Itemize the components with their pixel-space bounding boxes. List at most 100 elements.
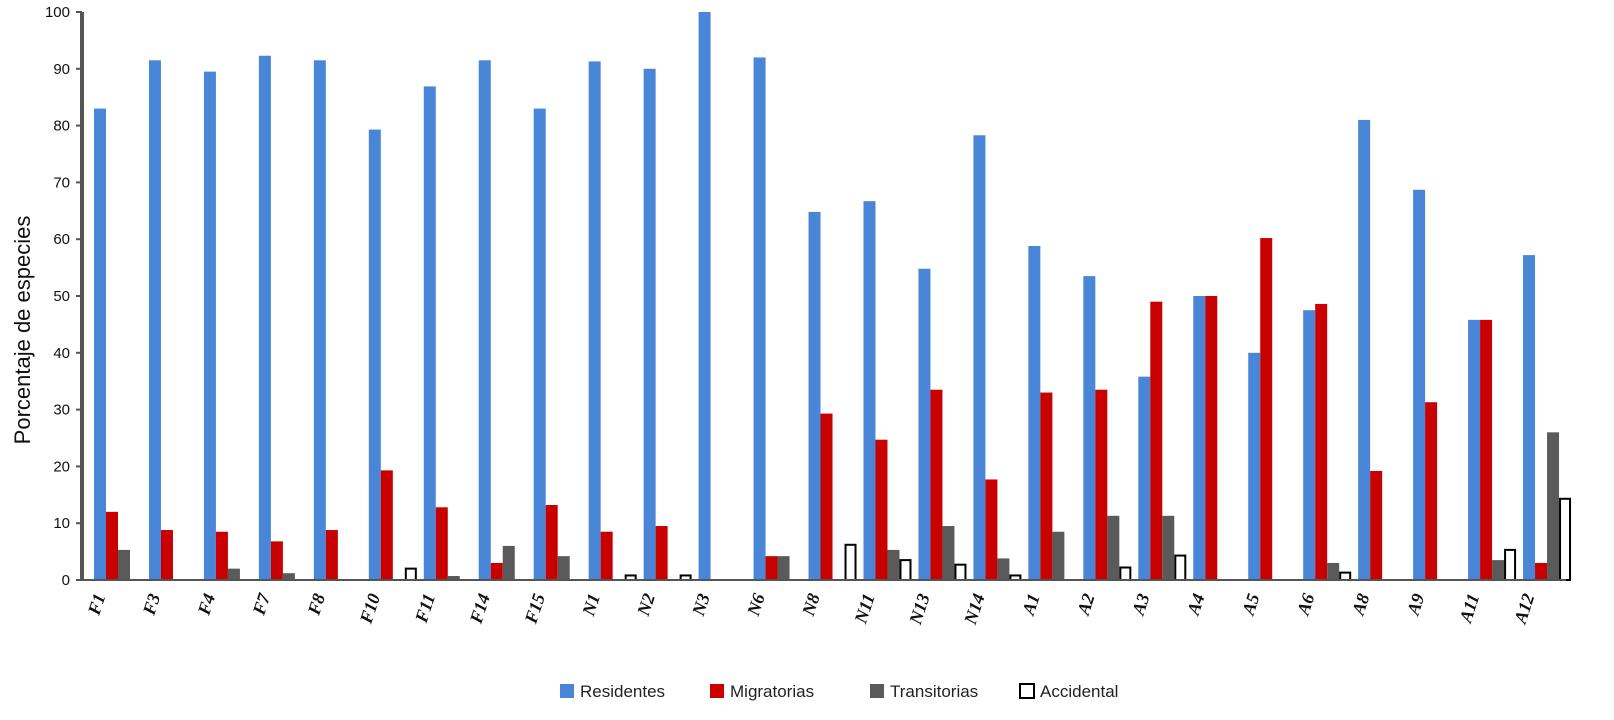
x-category-label: A8 <box>1348 591 1374 618</box>
x-category-label: F11 <box>411 591 439 626</box>
bar-residentes-a5 <box>1248 352 1261 580</box>
bar-transitorias-f1 <box>118 549 130 580</box>
bar-residentes-n8 <box>808 211 821 580</box>
bar-migratorias-f3 <box>160 530 173 580</box>
bar-residentes-a4 <box>1193 296 1206 580</box>
bar-residentes-n14 <box>973 135 986 581</box>
bar-transitorias-a2 <box>1107 515 1120 580</box>
legend-label-residentes: Residentes <box>580 682 665 701</box>
bar-residentes-n6 <box>753 57 766 580</box>
x-category-labels: F1 F3 F4 F7 F8 F10 F11 F14 F15 N1 N2 N3 N6 N8 N11 N13 N1… <box>83 590 1538 628</box>
y-tick-label: 20 <box>53 458 70 475</box>
x-category-label: F10 <box>355 591 384 627</box>
y-tick-label: 50 <box>53 288 70 305</box>
bar-migratorias-n14 <box>985 479 998 580</box>
x-category-label: A1 <box>1018 591 1044 618</box>
bar-migratorias-f8 <box>325 530 338 580</box>
bar-residentes-a6 <box>1303 310 1316 580</box>
bar-residentes-n3 <box>698 12 711 580</box>
legend-swatch-accidental <box>1019 683 1035 699</box>
x-category-label: A11 <box>1455 591 1483 626</box>
bar-transitorias-a12 <box>1547 432 1560 580</box>
legend-label-accidental: Accidental <box>1040 682 1118 701</box>
bar-accidental-a11 <box>1504 548 1517 581</box>
x-category-label: A4 <box>1183 591 1209 618</box>
bar-residentes-n13 <box>918 268 931 580</box>
bar-transitorias-n11 <box>887 549 900 580</box>
bar-accidental-n13 <box>954 563 967 582</box>
bar-residentes-n1 <box>588 61 601 580</box>
legend-swatch-migratorias <box>710 684 724 698</box>
bar-migratorias-f11 <box>435 507 448 580</box>
x-category-label: F1 <box>83 591 109 618</box>
y-tick-label: 0 <box>62 572 70 589</box>
bar-transitorias-a3 <box>1162 515 1175 580</box>
bar-accidental-a2 <box>1119 566 1132 582</box>
bar-residentes-f14 <box>478 60 491 580</box>
bar-residentes-f4 <box>203 71 216 580</box>
bar-migratorias-a12 <box>1535 562 1548 580</box>
bar-migratorias-n11 <box>875 439 888 580</box>
bar-migratorias-a2 <box>1095 389 1108 580</box>
bar-residentes-a1 <box>1028 246 1041 581</box>
x-category-label: F4 <box>193 591 219 618</box>
bar-migratorias-f4 <box>215 531 228 580</box>
bar-transitorias-f15 <box>557 556 570 580</box>
bar-transitorias-a1 <box>1052 531 1065 580</box>
bar-migratorias-f10 <box>380 470 393 580</box>
bar-residentes-a11 <box>1468 319 1481 580</box>
bar-transitorias-a11 <box>1492 560 1505 580</box>
bar-transitorias-n14 <box>997 558 1010 580</box>
x-category-label: N14 <box>960 591 989 628</box>
y-tick-labels: 0 10 20 30 40 50 60 70 80 90 100 <box>45 4 70 589</box>
x-category-label: F8 <box>303 591 329 618</box>
bar-transitorias-n6 <box>777 556 790 580</box>
bar-migratorias-a8 <box>1370 470 1383 580</box>
y-axis-label: Porcentaje de especies <box>10 216 35 445</box>
bar-accidental-n11 <box>899 559 912 581</box>
x-category-label: N11 <box>850 591 879 627</box>
bar-residentes-f1 <box>94 108 106 580</box>
y-tick-label: 60 <box>53 231 70 248</box>
x-category-label: A9 <box>1403 591 1429 618</box>
bar-migratorias-f7 <box>270 541 283 580</box>
bar-residentes-f15 <box>533 108 546 580</box>
bar-residentes-a8 <box>1358 119 1371 581</box>
bars-layer <box>94 12 1572 582</box>
bar-residentes-f3 <box>148 60 161 580</box>
x-category-label: F3 <box>138 591 164 618</box>
bar-accidental-a12 <box>1559 497 1572 581</box>
bar-residentes-f10 <box>368 129 381 581</box>
bar-migratorias-a1 <box>1040 392 1053 580</box>
bar-residentes-f11 <box>423 86 436 581</box>
y-tick-label: 30 <box>53 402 70 419</box>
x-category-label: N8 <box>798 591 824 619</box>
bar-accidental-a6 <box>1339 571 1352 582</box>
bar-migratorias-f14 <box>490 562 503 580</box>
bar-migratorias-f15 <box>545 505 558 580</box>
x-category-label: A5 <box>1238 591 1264 618</box>
legend: Residentes Migratorias Transitorias Acciden… <box>560 682 1118 701</box>
bar-migratorias-a3 <box>1150 301 1163 580</box>
bar-residentes-a2 <box>1083 276 1096 580</box>
y-tick-label: 90 <box>53 61 70 78</box>
x-category-label: F14 <box>465 591 494 627</box>
bar-residentes-n2 <box>643 68 656 581</box>
bar-residentes-n11 <box>863 201 876 581</box>
x-category-label: N6 <box>743 591 769 619</box>
bar-accidental-f10 <box>404 567 417 582</box>
bar-transitorias-n13 <box>942 526 955 580</box>
bar-accidental-a3 <box>1174 554 1187 581</box>
legend-swatch-transitorias <box>870 684 884 698</box>
x-category-label: A6 <box>1293 591 1319 618</box>
bar-transitorias-f11 <box>447 576 460 580</box>
bar-migratorias-a9 <box>1425 402 1438 580</box>
bar-transitorias-a6 <box>1327 562 1340 580</box>
bar-migratorias-a4 <box>1205 296 1218 580</box>
bar-residentes-a9 <box>1413 189 1426 580</box>
x-category-label: N2 <box>633 591 659 619</box>
x-category-label: N13 <box>905 591 934 628</box>
bar-accidental-n8 <box>844 543 857 581</box>
bar-residentes-a12 <box>1523 255 1536 580</box>
y-tick-label: 80 <box>53 118 70 135</box>
